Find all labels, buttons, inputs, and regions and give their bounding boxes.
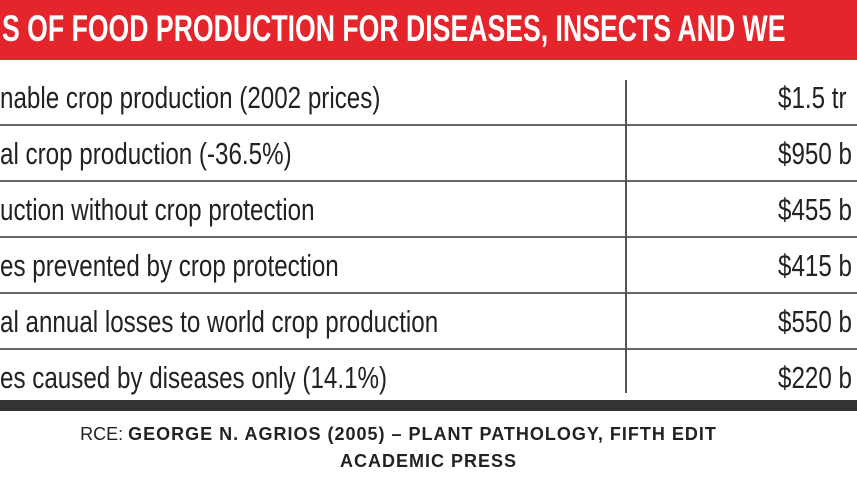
row-value: $415 b bbox=[778, 248, 852, 283]
row-value: $220 b bbox=[778, 360, 852, 395]
table-row: es prevented by crop protection $415 b bbox=[0, 238, 857, 294]
row-label: es caused by diseases only (14.1%) bbox=[0, 360, 388, 395]
row-label: es prevented by crop protection bbox=[0, 248, 339, 283]
row-value: $455 b bbox=[778, 192, 852, 227]
row-label: nable crop production (2002 prices) bbox=[0, 80, 381, 115]
row-value: $950 b bbox=[778, 136, 852, 171]
publisher: ACADEMIC PRESS bbox=[339, 451, 518, 471]
column-divider bbox=[625, 80, 627, 393]
table-row: al crop production (-36.5%) $950 b bbox=[0, 126, 857, 182]
source-line: RCE: GEORGE N. AGRIOS (2005) – PLANT PAT… bbox=[0, 424, 827, 445]
row-label: al crop production (-36.5%) bbox=[0, 136, 292, 171]
banner: S OF FOOD PRODUCTION FOR DISEASES, INSEC… bbox=[0, 0, 857, 60]
publisher-line: ACADEMIC PRESS bbox=[0, 451, 857, 472]
table-row: es caused by diseases only (14.1%) $220 b bbox=[0, 350, 857, 406]
row-label: uction without crop protection bbox=[0, 192, 315, 227]
row-label: al annual losses to world crop productio… bbox=[0, 304, 439, 339]
source: GEORGE N. AGRIOS (2005) – PLANT PATHOLOG… bbox=[128, 424, 717, 444]
separator-bar bbox=[0, 400, 857, 411]
table-row: al annual losses to world crop productio… bbox=[0, 294, 857, 350]
title: S OF FOOD PRODUCTION FOR DISEASES, INSEC… bbox=[2, 8, 786, 49]
table-row: uction without crop protection $455 b bbox=[0, 182, 857, 238]
table-row: nable crop production (2002 prices) $1.5 … bbox=[0, 70, 857, 126]
row-value: $1.5 tr bbox=[778, 80, 847, 115]
row-value: $550 b bbox=[778, 304, 852, 339]
source-label: RCE: bbox=[80, 424, 124, 444]
